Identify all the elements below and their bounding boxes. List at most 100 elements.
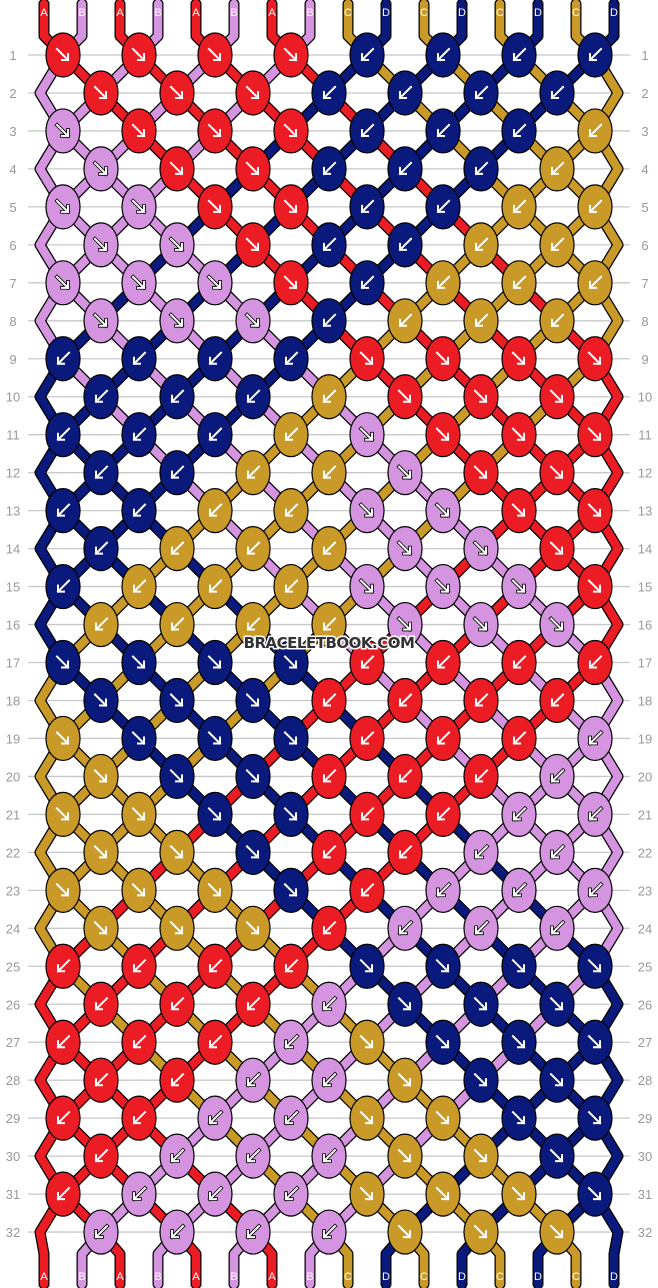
- knot: [197, 32, 233, 78]
- arrow-down-left-icon: [360, 882, 375, 897]
- arrow-down-right-icon: [359, 1034, 374, 1049]
- knot: [121, 1019, 157, 1065]
- arrow-down-right-icon: [473, 1148, 488, 1163]
- arrow-down-left-icon: [284, 579, 299, 593]
- arrow-down-right-icon: [587, 503, 602, 518]
- arrow-down-right-icon: [435, 1034, 450, 1049]
- arrow-down-left-icon: [474, 693, 489, 707]
- knot: [425, 1095, 461, 1141]
- row-number-right: 4: [641, 162, 648, 177]
- knot: [463, 222, 499, 268]
- arrow-down-right-icon: [511, 351, 526, 366]
- arrow-down-left-icon: [322, 844, 337, 859]
- arrow-down-right-icon: [207, 882, 222, 897]
- arrow-down-left-icon: [245, 1223, 262, 1240]
- arrow-down-left-icon: [322, 920, 337, 935]
- arrow-down-left-icon: [284, 503, 299, 518]
- knot: [197, 108, 233, 154]
- knot: [539, 981, 575, 1027]
- knot: [425, 1171, 461, 1217]
- arrow-down-left-icon: [94, 1148, 109, 1163]
- arrow-down-right-icon: [54, 274, 71, 291]
- knot: [463, 601, 499, 648]
- knot: [501, 108, 537, 154]
- row-number-left: 21: [6, 807, 20, 822]
- row-number-left: 10: [6, 390, 20, 405]
- arrow-down-right-icon: [283, 655, 298, 669]
- knot: [387, 829, 423, 875]
- knot: [349, 639, 385, 686]
- string-label-bottom: B: [306, 1271, 313, 1283]
- knot: [197, 336, 233, 382]
- knot: [273, 412, 309, 458]
- knot: [159, 70, 195, 116]
- arrow-down-right-icon: [168, 312, 185, 329]
- knot: [273, 32, 309, 78]
- arrow-down-right-icon: [169, 769, 184, 783]
- knot: [311, 829, 347, 875]
- knot: [539, 146, 575, 192]
- knot: [45, 32, 81, 78]
- knot: [273, 639, 309, 686]
- knot: [463, 70, 499, 116]
- knot: [425, 791, 461, 838]
- knot: [349, 1095, 385, 1141]
- arrow-down-left-icon: [321, 1147, 338, 1164]
- knot: [463, 753, 499, 800]
- string-label-top: A: [192, 7, 200, 19]
- knot: [539, 601, 575, 648]
- arrow-down-left-icon: [322, 617, 337, 631]
- knot: [121, 108, 157, 154]
- knot: [159, 526, 195, 572]
- arrow-down-right-icon: [206, 274, 223, 291]
- string-label-bottom: D: [458, 1271, 466, 1283]
- arrow-down-right-icon: [92, 160, 109, 177]
- arrow-down-left-icon: [474, 161, 489, 176]
- row-number-right: 2: [641, 86, 648, 101]
- arrow-down-left-icon: [360, 47, 375, 62]
- arrow-down-right-icon: [587, 427, 602, 442]
- knot: [349, 715, 385, 762]
- arrow-down-right-icon: [168, 236, 185, 253]
- knot: [463, 374, 499, 420]
- knot: [197, 943, 233, 989]
- arrow-down-left-icon: [56, 958, 71, 973]
- knot: [539, 905, 575, 951]
- knot: [349, 108, 385, 154]
- knot: [121, 260, 157, 306]
- arrow-down-left-icon: [322, 389, 337, 404]
- arrow-down-left-icon: [512, 275, 527, 290]
- knot: [197, 639, 233, 686]
- arrow-down-left-icon: [131, 1185, 148, 1202]
- arrow-down-right-icon: [473, 1072, 488, 1087]
- arrow-down-left-icon: [398, 85, 413, 100]
- arrow-down-right-icon: [169, 844, 184, 859]
- knot: [387, 677, 423, 724]
- arrow-down-right-icon: [245, 920, 260, 935]
- knot: [235, 1057, 271, 1103]
- arrow-down-right-icon: [511, 1186, 526, 1201]
- arrow-down-left-icon: [360, 123, 375, 138]
- knot: [273, 108, 309, 154]
- arrow-down-left-icon: [321, 1223, 338, 1240]
- knot: [235, 1133, 271, 1179]
- knot: [349, 791, 385, 838]
- arrow-down-left-icon: [132, 503, 147, 518]
- arrow-down-left-icon: [321, 1071, 338, 1088]
- arrow-down-right-icon: [359, 1186, 374, 1201]
- knot: [311, 526, 347, 572]
- string-label-top: C: [572, 7, 580, 19]
- knot: [577, 943, 613, 989]
- arrow-down-left-icon: [550, 693, 565, 707]
- knot: [387, 70, 423, 116]
- row-number-right: 29: [638, 1111, 652, 1126]
- arrow-down-right-icon: [397, 389, 412, 404]
- row-number-left: 8: [9, 314, 16, 329]
- row-number-left: 2: [9, 86, 16, 101]
- knot: [235, 981, 271, 1027]
- knot: [197, 1171, 233, 1217]
- knot: [235, 905, 271, 951]
- knot: [273, 1171, 309, 1217]
- knot: [501, 563, 537, 610]
- knot: [501, 791, 537, 838]
